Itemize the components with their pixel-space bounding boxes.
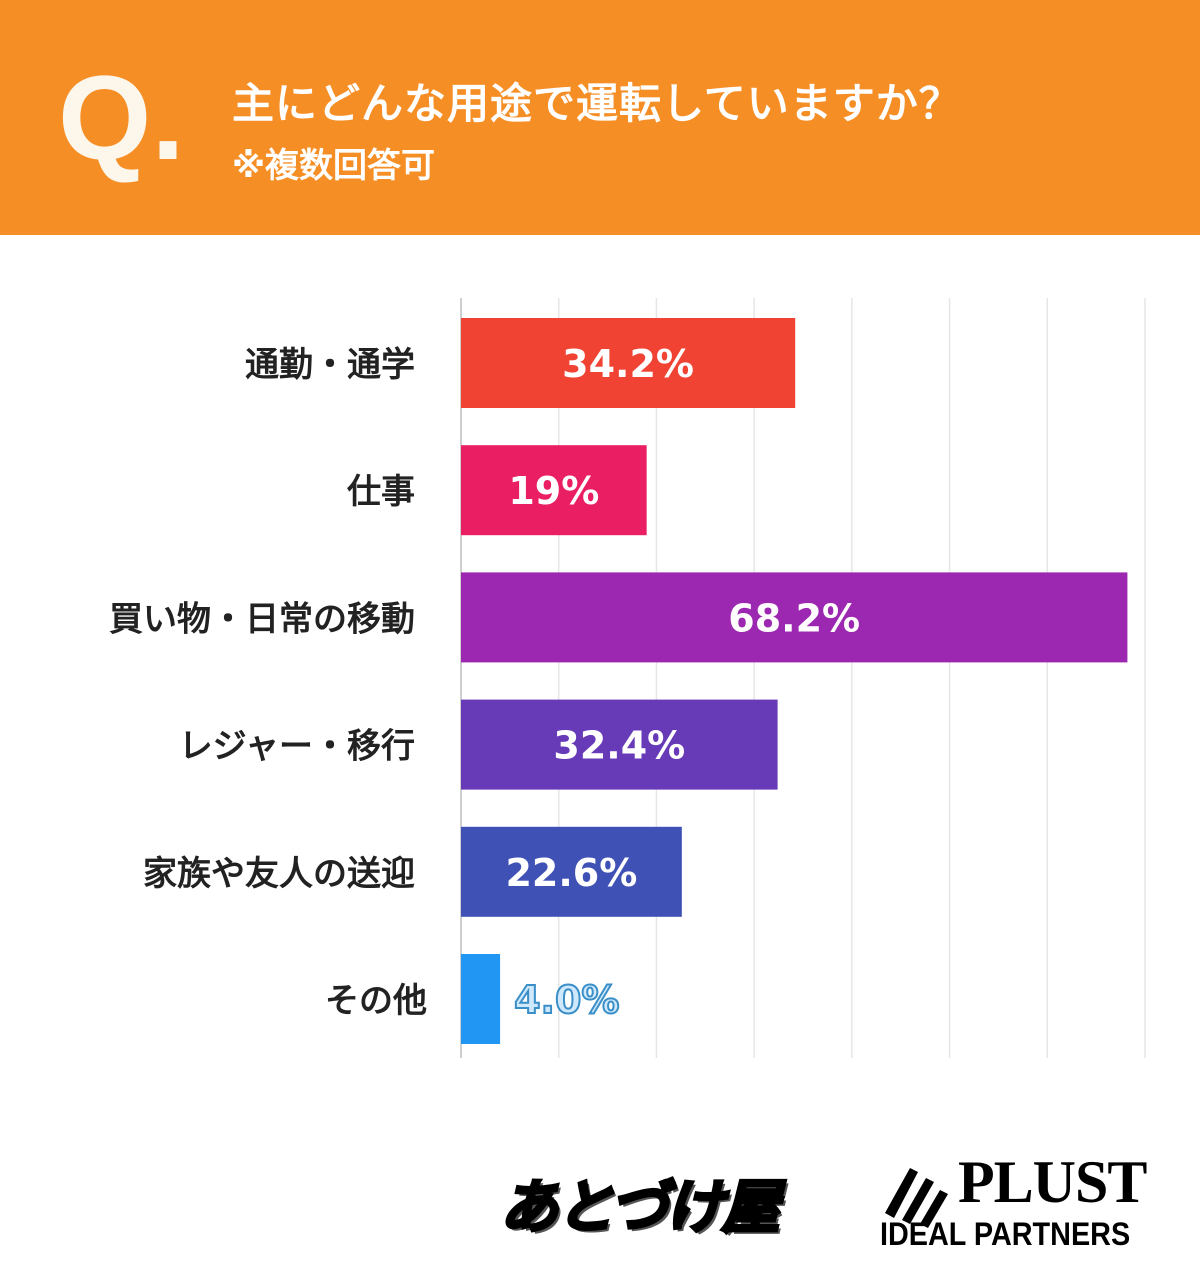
value-label: 22.6%	[505, 851, 637, 895]
question-header: Q. 主にどんな用途で運転していますか？ ※複数回答可	[0, 0, 1200, 235]
value-label: 32.4%	[553, 724, 685, 768]
bar	[461, 572, 1128, 663]
plust-swoosh-icon	[885, 1168, 948, 1228]
category-label: 仕事	[347, 472, 415, 512]
bar	[461, 954, 501, 1044]
value-label: 68.2%	[728, 596, 860, 640]
value-label: 34.2%	[562, 342, 694, 386]
value-label: 19%	[508, 469, 599, 513]
question-subtitle: ※複数回答可	[232, 146, 436, 186]
bar	[461, 445, 647, 536]
bar	[461, 318, 796, 408]
plust-text: PLUST	[958, 1149, 1147, 1215]
ideal-partners-text: IDEAL PARTNERS	[880, 1216, 1131, 1252]
plust-logo: PLUST IDEAL PARTNERS	[880, 1152, 1158, 1253]
category-label: レジャー・移行	[179, 727, 415, 767]
category-label: 通勤・通学	[245, 345, 415, 385]
atozukeya-logo: あとづけ屋	[499, 1172, 782, 1243]
q-mark: Q.	[58, 51, 185, 185]
category-label: 買い物・日常の移動	[109, 599, 415, 639]
question-title: 主にどんな用途で運転していますか？	[232, 79, 962, 128]
bar	[461, 699, 778, 790]
category-label: その他	[325, 981, 427, 1021]
value-label: 4.0%	[514, 978, 619, 1022]
bar	[461, 826, 682, 917]
category-label: 家族や友人の送迎	[143, 854, 415, 894]
bar-chart: 通勤・通学 34.2% 仕事 19% 買い物・日常の移動 68.2% レジャー・移行 32.4…	[109, 298, 1146, 1058]
